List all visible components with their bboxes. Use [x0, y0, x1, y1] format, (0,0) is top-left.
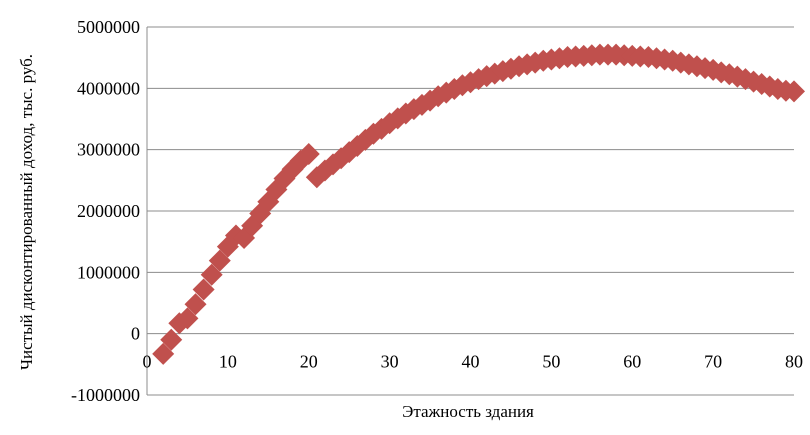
x-tick-label: 70 — [704, 352, 722, 372]
data-point — [370, 117, 393, 140]
data-point — [176, 307, 199, 330]
x-tick-label: 30 — [381, 352, 399, 372]
y-tick-label: 5000000 — [77, 17, 140, 37]
data-point — [208, 249, 231, 272]
x-tick-label: 0 — [143, 352, 152, 372]
x-tick-label: 20 — [300, 352, 318, 372]
x-axis-title: Этажность здания — [402, 402, 534, 421]
y-tick-label: 1000000 — [77, 262, 140, 282]
data-point — [192, 278, 215, 301]
x-tick-label: 60 — [623, 352, 641, 372]
x-tick-label: 10 — [219, 352, 237, 372]
x-tick-label: 80 — [785, 352, 803, 372]
x-tick-label: 50 — [542, 352, 560, 372]
x-tick-label: 40 — [462, 352, 480, 372]
data-point — [200, 263, 223, 286]
data-point — [783, 80, 805, 103]
y-tick-label: 3000000 — [77, 140, 140, 160]
y-axis-title: Чистый дисконтированный доход, тыс. руб. — [17, 54, 36, 370]
y-tick-label: 0 — [131, 324, 140, 344]
y-tick-label: 2000000 — [77, 201, 140, 221]
data-point — [241, 214, 264, 237]
data-point — [160, 328, 183, 351]
tick-labels: -100000001000000200000030000004000000500… — [71, 17, 803, 405]
data-point — [297, 142, 320, 165]
y-tick-label: 4000000 — [77, 78, 140, 98]
data-point — [152, 342, 175, 365]
data-point — [184, 293, 207, 316]
y-tick-label: -1000000 — [71, 385, 140, 405]
data-points — [152, 43, 805, 365]
